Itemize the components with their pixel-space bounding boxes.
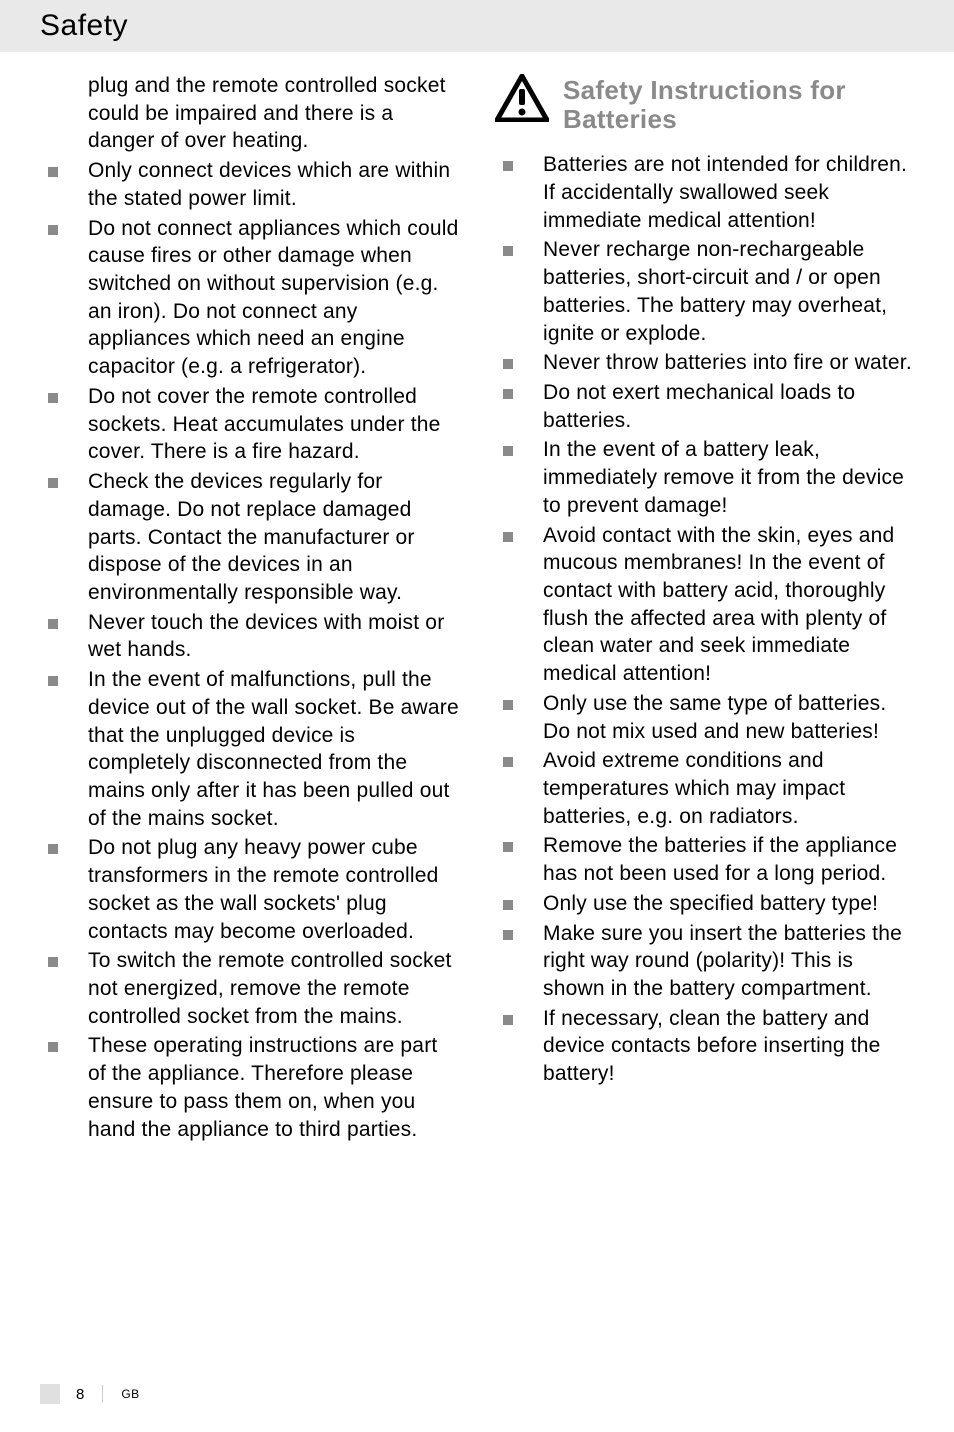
list-item: Batteries are not intended for children.… <box>495 151 914 234</box>
list-item: Do not cover the remote controlled socke… <box>40 383 459 466</box>
left-column: plug and the remote controlled socket co… <box>40 72 459 1145</box>
page-number: 8 <box>76 1386 84 1403</box>
section-title: Safety Instructions for Batteries <box>563 74 914 133</box>
list-item: Check the devices regularly for damage. … <box>40 468 459 607</box>
list-item: In the event of malfunctions, pull the d… <box>40 666 459 832</box>
list-item: Only use the specified battery type! <box>495 890 914 918</box>
list-item: In the event of a battery leak, immediat… <box>495 436 914 519</box>
page-header: Safety <box>0 0 954 52</box>
footer-decorative-box <box>40 1384 60 1404</box>
footer-divider <box>102 1385 103 1403</box>
list-item: If necessary, clean the battery and devi… <box>495 1005 914 1088</box>
list-item: Never touch the devices with moist or we… <box>40 609 459 664</box>
list-item: Make sure you insert the batteries the r… <box>495 920 914 1003</box>
list-item: Do not exert mechanical loads to batteri… <box>495 379 914 434</box>
content-area: plug and the remote controlled socket co… <box>0 52 954 1145</box>
list-item: Only use the same type of batteries. Do … <box>495 690 914 745</box>
list-item: These operating instructions are part of… <box>40 1032 459 1143</box>
list-item: Never recharge non-rechargeable batterie… <box>495 236 914 347</box>
right-bullet-list: Batteries are not intended for children.… <box>495 151 914 1088</box>
section-header: Safety Instructions for Batteries <box>495 74 914 133</box>
list-item: Only connect devices which are within th… <box>40 157 459 212</box>
page-footer: 8 GB <box>40 1384 140 1404</box>
right-column: Safety Instructions for Batteries Batter… <box>495 72 914 1145</box>
warning-icon <box>495 74 549 122</box>
list-item: Do not plug any heavy power cube transfo… <box>40 834 459 945</box>
list-item: Avoid extreme conditions and temperature… <box>495 747 914 830</box>
list-item: To switch the remote controlled socket n… <box>40 947 459 1030</box>
intro-paragraph: plug and the remote controlled socket co… <box>40 72 459 155</box>
list-item: Avoid contact with the skin, eyes and mu… <box>495 522 914 688</box>
left-bullet-list: Only connect devices which are within th… <box>40 157 459 1143</box>
footer-locale-label: GB <box>121 1387 139 1401</box>
list-item: Never throw batteries into fire or water… <box>495 349 914 377</box>
list-item: Remove the batteries if the appliance ha… <box>495 832 914 887</box>
header-title: Safety <box>40 9 128 43</box>
list-item: Do not connect appliances which could ca… <box>40 215 459 381</box>
